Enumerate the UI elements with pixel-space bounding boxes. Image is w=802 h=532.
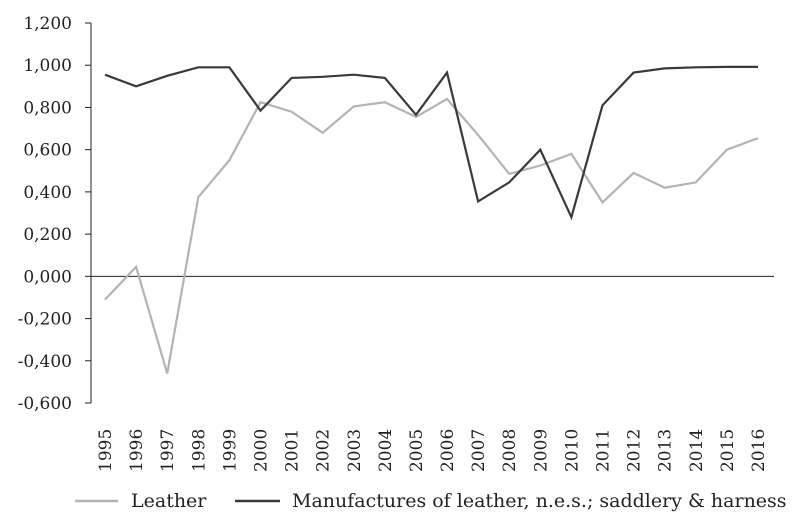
x-tick-label: 2013	[656, 429, 676, 472]
y-tick-label: -0,400	[18, 352, 72, 372]
y-tick-label: 0,800	[23, 98, 72, 118]
y-tick-label: -0,600	[18, 394, 72, 414]
series-lines	[104, 65, 759, 374]
x-axis-tick-labels: 1995 1996 1997 1998 1999 2000 2001 2002 2003 2004…	[96, 429, 769, 472]
x-tick-label: 2006	[438, 429, 458, 472]
y-tick-label: -0,200	[18, 310, 72, 330]
x-tick-label: 2003	[345, 429, 365, 472]
x-tick-label: 1998	[189, 429, 209, 472]
y-axis: 1,200 1,000 0,800 0,600 0,400 0,200 0,000 -0,20…	[18, 14, 92, 414]
x-tick-label: 2009	[531, 429, 551, 472]
y-tick-label: 0,000	[23, 267, 72, 287]
x-tick-label: 2004	[376, 429, 396, 472]
x-tick-label: 2005	[407, 429, 427, 472]
series-line-leather	[104, 97, 759, 374]
x-tick-label: 2007	[469, 429, 489, 472]
legend: Leather Manufactures of leather, n.e.s.; …	[75, 490, 787, 512]
x-tick-label: 1999	[220, 429, 240, 472]
x-tick-label: 2000	[251, 429, 271, 472]
y-tick-label: 0,600	[23, 141, 72, 161]
y-tick-label: 0,200	[23, 225, 72, 245]
legend-label: Leather	[131, 490, 207, 512]
x-tick-label: 2015	[718, 429, 738, 472]
series-line-manufactures-of-leather	[104, 65, 758, 221]
x-tick-label: 2001	[283, 429, 303, 472]
y-tick-label: 1,000	[23, 56, 72, 76]
x-tick-label: 2011	[594, 429, 614, 472]
x-tick-label: 1996	[127, 429, 147, 472]
y-tick-label: 1,200	[23, 14, 72, 34]
x-tick-label: 1997	[158, 429, 178, 472]
x-tick-label: 2016	[749, 429, 769, 472]
x-tick-label: 2002	[314, 429, 334, 472]
x-tick-label: 2008	[500, 429, 520, 472]
x-tick-label: 2014	[687, 429, 707, 472]
y-tick-label: 0,400	[23, 183, 72, 203]
legend-label: Manufactures of leather, n.e.s.; saddler…	[292, 490, 787, 512]
x-tick-label: 2010	[562, 429, 582, 472]
x-tick-label: 1995	[96, 429, 116, 472]
x-tick-label: 2012	[625, 429, 645, 472]
